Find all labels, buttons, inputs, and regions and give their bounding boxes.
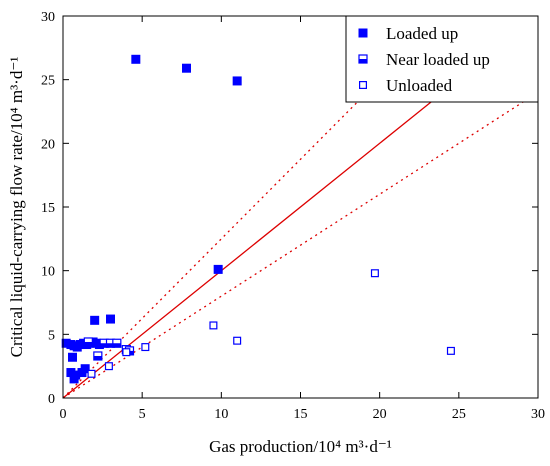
reference-line-dotted xyxy=(62,91,539,399)
x-tick-label: 5 xyxy=(139,407,146,422)
point-filled-square xyxy=(232,76,242,86)
point-filled-square xyxy=(182,63,191,73)
data-points xyxy=(61,54,455,384)
y-axis-title: Critical liquid-carrying flow rate/10⁴ m… xyxy=(7,57,26,358)
legend-label: Near loaded up xyxy=(386,50,490,69)
point-open-square xyxy=(233,336,242,345)
point-filled-square xyxy=(69,374,79,384)
legend-marker-filled-square xyxy=(358,28,368,38)
point-filled-square xyxy=(80,364,90,374)
y-tick-label: 10 xyxy=(41,265,55,280)
y-tick-label: 20 xyxy=(41,137,55,152)
point-open-square xyxy=(209,321,218,330)
legend-marker-open-square xyxy=(359,80,368,89)
legend: Loaded up Near loaded up Unloaded xyxy=(345,15,539,103)
point-open-square xyxy=(122,348,131,357)
point-open-square xyxy=(446,346,455,355)
point-filled-square xyxy=(90,315,100,325)
point-open-square xyxy=(370,269,379,278)
x-tick-label: 30 xyxy=(531,407,545,422)
point-filled-square xyxy=(131,54,141,64)
y-tick-label: 0 xyxy=(48,392,55,407)
x-tick-label: 25 xyxy=(452,407,466,422)
point-filled-square xyxy=(68,352,77,362)
y-tick-label: 25 xyxy=(41,74,55,89)
y-tick-label: 30 xyxy=(41,10,55,25)
point-half-filled-square xyxy=(112,338,122,348)
legend-box xyxy=(345,15,539,103)
plot-area-frame xyxy=(62,15,539,399)
point-open-square xyxy=(104,362,113,371)
legend-marker-half-filled-square xyxy=(358,54,368,64)
x-tick-label: 0 xyxy=(60,407,67,422)
point-half-filled-square xyxy=(83,337,93,347)
point-half-filled-square xyxy=(93,351,103,361)
x-axis-title: Gas production/10⁴ m³·d⁻¹ xyxy=(209,437,392,456)
y-tick-label: 15 xyxy=(41,201,55,216)
point-open-square xyxy=(141,343,150,352)
point-open-square xyxy=(87,369,96,378)
axis-ticks: 0 5 10 15 20 25 30 0 5 10 15 20 25 30 xyxy=(41,10,545,422)
point-filled-square xyxy=(213,264,223,274)
y-tick-label: 5 xyxy=(48,328,55,343)
x-tick-label: 20 xyxy=(373,407,387,422)
x-tick-label: 15 xyxy=(294,407,308,422)
legend-label: Unloaded xyxy=(386,76,453,95)
legend-label: Loaded up xyxy=(386,24,458,43)
x-tick-label: 10 xyxy=(214,407,228,422)
point-filled-square xyxy=(106,314,115,324)
